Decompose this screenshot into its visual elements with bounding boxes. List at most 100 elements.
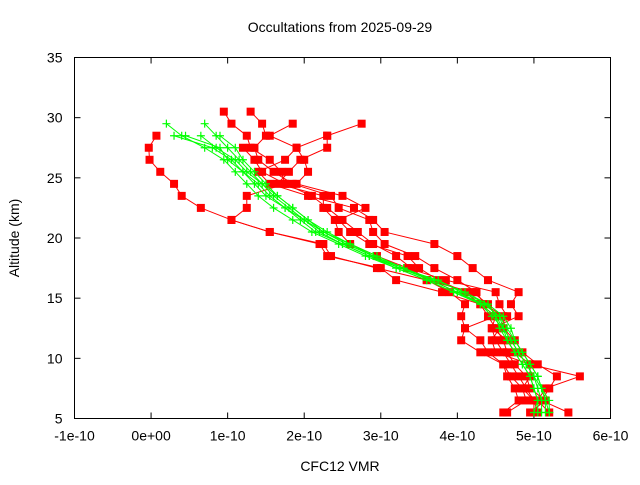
data-point-square [514, 372, 523, 381]
data-point-square [292, 143, 301, 152]
data-point-square [346, 227, 355, 236]
data-point-square [457, 312, 466, 321]
data-point-square [242, 131, 251, 140]
data-point-plus [537, 384, 546, 393]
data-point-square [491, 288, 500, 297]
data-point-square [242, 191, 251, 200]
data-point-plus [529, 384, 538, 393]
data-point-square [522, 396, 531, 405]
x-tick-label: 1e-10 [210, 428, 246, 444]
data-point-square [499, 360, 508, 369]
data-point-square [334, 215, 343, 224]
data-point-square [265, 155, 274, 164]
occultation-red-3 [246, 107, 573, 417]
data-point-plus [288, 203, 297, 212]
data-point-plus [223, 143, 232, 152]
occultation-green-3 [170, 131, 542, 417]
data-point-plus [231, 143, 240, 152]
series-line [276, 123, 582, 413]
data-point-square [461, 324, 470, 333]
data-point-square [495, 300, 504, 309]
data-point-square [250, 143, 259, 152]
data-point-square [196, 203, 205, 212]
data-point-square [503, 348, 512, 357]
data-point-square [491, 348, 500, 357]
data-point-plus [545, 408, 554, 417]
data-point-square [503, 408, 512, 417]
data-point-square [357, 119, 366, 128]
data-point-square [403, 252, 412, 261]
data-point-plus [254, 179, 263, 188]
data-point-square [334, 227, 343, 236]
data-point-square [177, 191, 186, 200]
data-point-plus [526, 360, 535, 369]
data-point-square [319, 240, 328, 249]
data-point-square [281, 155, 290, 164]
data-point-square [468, 264, 477, 273]
data-point-square [483, 276, 492, 285]
data-point-plus [533, 396, 542, 405]
data-point-plus [499, 324, 508, 333]
data-point-square [361, 203, 370, 212]
data-point-square [438, 288, 447, 297]
data-point-plus [426, 276, 435, 285]
data-point-square [369, 227, 378, 236]
data-point-square [292, 179, 301, 188]
data-point-square [327, 252, 336, 261]
data-point-plus [399, 264, 408, 273]
data-point-square [430, 240, 439, 249]
data-point-plus [483, 300, 492, 309]
data-point-square [453, 276, 462, 285]
data-point-plus [242, 179, 251, 188]
data-point-square [219, 107, 228, 116]
axis-ticks: -1e-10 0e+00 1e-10 2e-10 3e-10 4e-10 5e-10 6e-1… [47, 50, 629, 444]
occultation-green-6 [215, 131, 542, 417]
data-point-square [353, 227, 362, 236]
data-point-square [227, 119, 236, 128]
data-point-square [284, 167, 293, 176]
occultation-green-4 [196, 131, 550, 417]
data-point-square [349, 203, 358, 212]
data-point-square [242, 203, 251, 212]
data-point-square [265, 227, 274, 236]
data-point-plus [162, 119, 171, 128]
data-point-square [510, 384, 519, 393]
data-point-square [319, 203, 328, 212]
data-point-plus [434, 276, 443, 285]
data-point-plus [231, 167, 240, 176]
data-point-square [156, 167, 165, 176]
data-point-plus [342, 240, 351, 249]
plot-frame [74, 57, 611, 419]
series-group [144, 107, 584, 417]
data-point-square [461, 300, 470, 309]
data-point-square [506, 372, 515, 381]
occultation-green-5 [181, 131, 554, 417]
data-point-square [258, 167, 267, 176]
data-point-plus [518, 360, 527, 369]
x-tick-label: 6e-10 [593, 428, 629, 444]
data-point-square [380, 240, 389, 249]
data-point-square [510, 360, 519, 369]
data-point-square [564, 408, 573, 417]
data-point-square [575, 372, 584, 381]
data-point-square [441, 276, 450, 285]
data-point-square [265, 131, 274, 140]
data-point-square [369, 215, 378, 224]
data-point-plus [223, 155, 232, 164]
data-point-plus [288, 215, 297, 224]
data-point-plus [238, 155, 247, 164]
data-point-square [327, 191, 336, 200]
data-point-square [518, 384, 527, 393]
data-point-square [250, 155, 259, 164]
x-tick-label: 0e+00 [131, 428, 171, 444]
data-point-plus [510, 336, 519, 345]
data-point-square [372, 264, 381, 273]
data-point-plus [304, 215, 313, 224]
data-point-square [304, 191, 313, 200]
data-point-square [170, 179, 179, 188]
data-point-plus [453, 288, 462, 297]
data-point-square [457, 336, 466, 345]
data-point-square [411, 252, 420, 261]
data-point-square [273, 179, 282, 188]
